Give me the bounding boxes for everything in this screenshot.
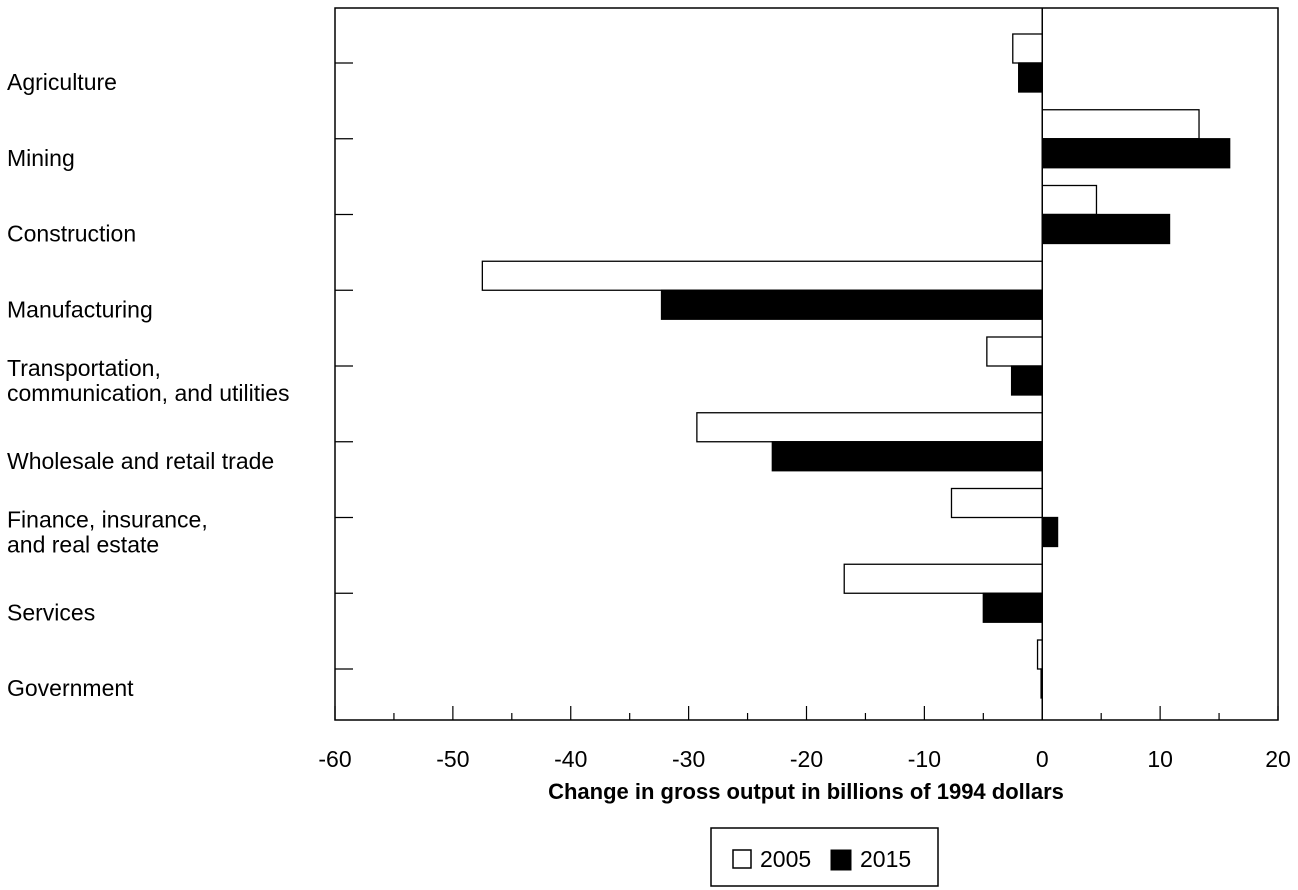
bar-2015 <box>660 289 1043 320</box>
category-labels: Agriculture Mining Construction Manufacturi… <box>7 69 290 701</box>
legend-label-2005: 2005 <box>760 846 811 872</box>
bar-2015 <box>982 592 1043 623</box>
category-label: Mining <box>7 145 75 171</box>
category-label: and real estate <box>7 532 159 558</box>
bar-2015 <box>1041 213 1171 245</box>
y-ticks <box>335 62 353 670</box>
bar-2005 <box>1041 184 1098 216</box>
x-ticks <box>334 706 1279 720</box>
legend-label-2015: 2015 <box>860 846 911 872</box>
x-tick-label: -30 <box>672 746 705 772</box>
bar-2005 <box>1041 109 1200 140</box>
bar-2005 <box>843 563 1043 594</box>
category-label: Agriculture <box>7 69 117 95</box>
bars <box>481 33 1231 699</box>
legend-swatch-2005 <box>732 849 752 869</box>
x-tick-label: 10 <box>1147 746 1173 772</box>
bar-2005 <box>950 487 1043 519</box>
x-tick-labels: -60 -50 -40 -30 -20 -10 0 10 20 <box>318 746 1290 772</box>
bar-2005 <box>696 412 1043 443</box>
x-tick-label: -10 <box>908 746 941 772</box>
x-tick-label: -20 <box>790 746 823 772</box>
category-label: Finance, insurance, <box>7 507 208 533</box>
legend: 2005 2015 <box>710 827 939 887</box>
category-label: communication, and utilities <box>7 380 290 406</box>
x-tick-label: -50 <box>436 746 469 772</box>
bar-2005 <box>481 260 1043 291</box>
bar-2015 <box>1041 138 1231 169</box>
category-label: Wholesale and retail trade <box>7 448 274 474</box>
x-tick-label: 0 <box>1036 746 1049 772</box>
legend-swatch-2015 <box>830 849 852 871</box>
bar-2015 <box>1041 516 1059 548</box>
bar-2015 <box>1018 62 1043 93</box>
category-label: Services <box>7 599 95 625</box>
bar-2015 <box>771 441 1043 472</box>
category-label: Construction <box>7 221 136 247</box>
category-label: Transportation, <box>7 355 161 381</box>
bar-2005 <box>986 336 1043 367</box>
bar-2015 <box>1010 365 1043 396</box>
category-label: Government <box>7 675 134 701</box>
x-axis-title: Change in gross output in billions of 19… <box>548 779 1064 804</box>
bar-2005 <box>1012 33 1043 64</box>
category-label: Manufacturing <box>7 296 153 322</box>
x-tick-label: 20 <box>1265 746 1291 772</box>
x-tick-label: -40 <box>554 746 587 772</box>
x-tick-label: -60 <box>318 746 351 772</box>
